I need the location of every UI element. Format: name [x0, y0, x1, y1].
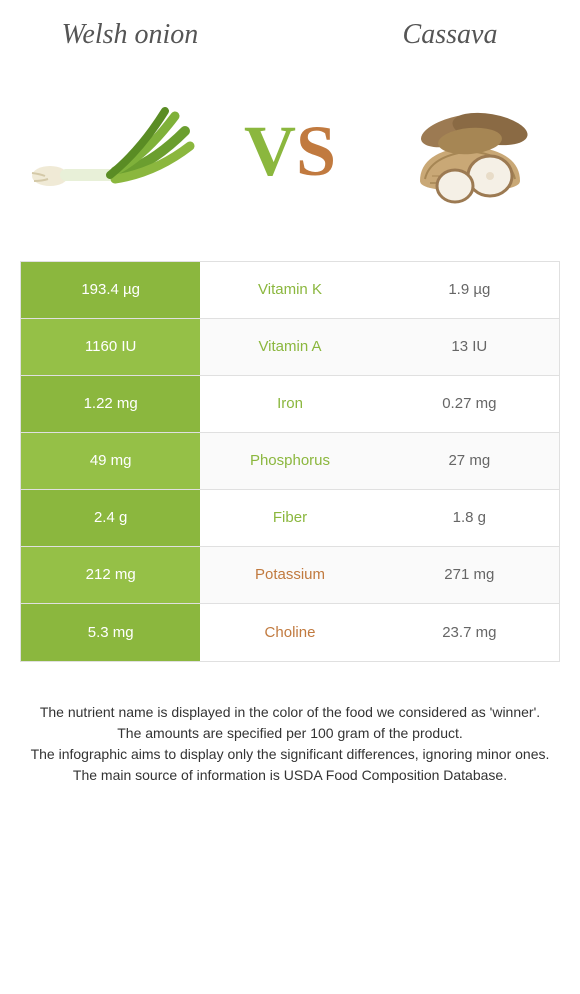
cell-left-value: 193.4 µg	[21, 262, 200, 318]
cell-nutrient-name: Vitamin K	[200, 262, 379, 318]
table-row: 1160 IUVitamin A13 IU	[21, 319, 559, 376]
table-row: 212 mgPotassium271 mg	[21, 547, 559, 604]
cell-right-value: 1.8 g	[380, 490, 559, 546]
cell-left-value: 1160 IU	[21, 319, 200, 375]
images-row: VS	[0, 61, 580, 241]
cell-nutrient-name: Choline	[200, 604, 379, 661]
cell-left-value: 212 mg	[21, 547, 200, 603]
table-row: 49 mgPhosphorus27 mg	[21, 433, 559, 490]
cell-left-value: 49 mg	[21, 433, 200, 489]
cell-nutrient-name: Vitamin A	[200, 319, 379, 375]
table-row: 193.4 µgVitamin K1.9 µg	[21, 262, 559, 319]
vs-label: VS	[244, 115, 336, 187]
cell-left-value: 1.22 mg	[21, 376, 200, 432]
table-row: 5.3 mgCholine23.7 mg	[21, 604, 559, 661]
vs-v: V	[244, 111, 296, 191]
cell-right-value: 1.9 µg	[380, 262, 559, 318]
footnote-line: The nutrient name is displayed in the co…	[20, 702, 560, 723]
cell-right-value: 13 IU	[380, 319, 559, 375]
welsh-onion-icon	[20, 91, 200, 211]
cell-left-value: 2.4 g	[21, 490, 200, 546]
table-row: 2.4 gFiber1.8 g	[21, 490, 559, 547]
cell-right-value: 0.27 mg	[380, 376, 559, 432]
cell-nutrient-name: Potassium	[200, 547, 379, 603]
cell-nutrient-name: Iron	[200, 376, 379, 432]
footnotes: The nutrient name is displayed in the co…	[0, 662, 580, 806]
cell-right-value: 23.7 mg	[380, 604, 559, 661]
table-row: 1.22 mgIron0.27 mg	[21, 376, 559, 433]
comparison-table: 193.4 µgVitamin K1.9 µg1160 IUVitamin A1…	[20, 261, 560, 662]
footnote-line: The infographic aims to display only the…	[20, 744, 560, 765]
cell-right-value: 27 mg	[380, 433, 559, 489]
cell-right-value: 271 mg	[380, 547, 559, 603]
titles-row: Welsh onion Cassava	[0, 0, 580, 61]
cell-left-value: 5.3 mg	[21, 604, 200, 661]
cell-nutrient-name: Phosphorus	[200, 433, 379, 489]
food-right-title: Cassava	[370, 20, 530, 51]
food-right-image	[380, 91, 560, 211]
vs-s: S	[296, 111, 336, 191]
cassava-icon	[380, 91, 560, 211]
footnote-line: The main source of information is USDA F…	[20, 765, 560, 786]
footnote-line: The amounts are specified per 100 gram o…	[20, 723, 560, 744]
infographic-container: Welsh onion Cassava VS	[0, 0, 580, 806]
cell-nutrient-name: Fiber	[200, 490, 379, 546]
food-left-image	[20, 91, 200, 211]
food-left-title: Welsh onion	[50, 20, 210, 51]
